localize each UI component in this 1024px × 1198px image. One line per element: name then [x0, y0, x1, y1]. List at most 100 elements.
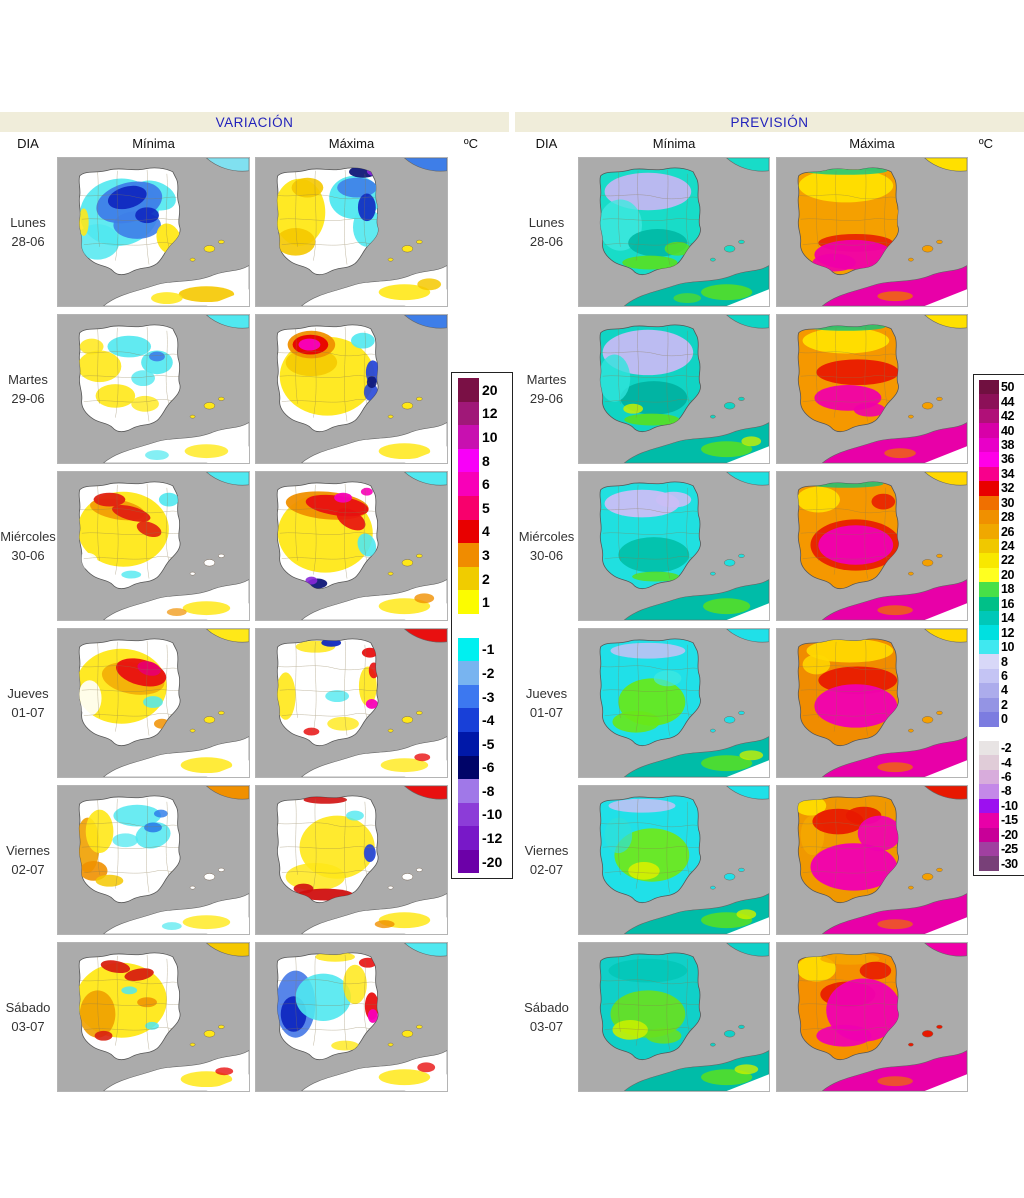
legend-entry: -6: [458, 755, 512, 780]
legend-entry: -3: [458, 684, 512, 709]
legend-entry: -25: [979, 842, 1024, 857]
legend-entry: 1: [458, 590, 512, 614]
day-name: Martes: [8, 372, 48, 387]
legend-swatch: [979, 654, 999, 669]
legend-entry: -8: [979, 784, 1024, 799]
legend-swatch: [979, 394, 999, 409]
legend-swatch: [458, 401, 479, 426]
legend-swatch: [979, 423, 999, 438]
legend-entry: 8: [458, 448, 512, 473]
legend-entry: 6: [979, 668, 1024, 684]
panel-title: VARIACIÓN: [215, 114, 294, 130]
legend-swatch: [458, 849, 479, 874]
legend-value: 12: [482, 405, 498, 422]
legend-value: 10: [482, 428, 498, 445]
rows-variacion: Lunes 28-06 Martes 29-06 Miércoles 30-06 Jueve…: [0, 157, 509, 1092]
legend-value: 44: [1001, 394, 1014, 409]
day-label: Martes 29-06: [515, 314, 578, 464]
legend-entry: 2: [458, 566, 512, 591]
legend-value: -4: [482, 712, 495, 729]
day-label: Martes 29-06: [0, 314, 56, 464]
legend-value: 6: [482, 476, 490, 493]
legend-swatch: [979, 380, 999, 395]
legend-entry: -20: [458, 849, 512, 874]
day-label: Sábado 03-07: [515, 942, 578, 1092]
legend-swatch: [979, 827, 999, 842]
map-variacion-max-0: [255, 157, 448, 307]
forecast-row-variacion-4: Viernes 02-07: [0, 785, 509, 935]
legend-value: -5: [482, 735, 495, 752]
legend-entry: -4: [458, 708, 512, 732]
legend-entry: -6: [979, 769, 1024, 785]
legend-swatch: [979, 596, 999, 611]
map-variacion-min-1: [57, 314, 250, 464]
day-date: 28-06: [11, 234, 45, 249]
col-header-minima: Mínima: [652, 136, 696, 151]
map-prevision-min-4: [578, 785, 770, 935]
legend-entry: 10: [979, 639, 1024, 655]
col-header-unit: ºC: [463, 136, 479, 151]
map-prevision-max-5: [776, 942, 968, 1092]
legend-swatch: [979, 437, 999, 453]
map-prevision-max-3: [776, 628, 968, 778]
day-label: Viernes 02-07: [0, 785, 56, 935]
legend-entry: 3: [458, 543, 512, 567]
map-prevision-min-0: [578, 157, 770, 307]
day-label: Viernes 02-07: [515, 785, 578, 935]
legend-value: 2: [482, 570, 490, 587]
legend-value: -8: [1001, 784, 1012, 799]
legend-entry: 14: [979, 611, 1024, 626]
forecast-row-prevision-4: Viernes 02-07: [515, 785, 1024, 935]
legend-value: 0: [1001, 712, 1008, 727]
map-variacion-min-3: [57, 628, 250, 778]
legend-swatch: [979, 712, 999, 727]
col-header-maxima: Máxima: [328, 136, 375, 151]
day-date: 29-06: [529, 391, 564, 406]
legend-swatch: [458, 378, 479, 402]
legend-entry: 44: [979, 394, 1024, 409]
panel-prevision: PREVISIÓN DIA Mínima Máxima ºC Lunes 28-0…: [515, 112, 1024, 1099]
legend-value: -20: [482, 853, 503, 870]
legend-entry: 4: [979, 683, 1024, 698]
legend-value: -15: [1001, 813, 1018, 828]
forecast-row-prevision-1: Martes 29-06: [515, 314, 1024, 464]
legend-entry: 26: [979, 524, 1024, 539]
legend-entry: 34: [979, 466, 1024, 482]
legend-value: 34: [1001, 466, 1014, 481]
legend-swatch: [458, 495, 479, 520]
map-prevision-max-4: [776, 785, 968, 935]
day-date: 03-07: [529, 1019, 564, 1034]
legend-entry: -30: [979, 856, 1024, 871]
legend-entry: 30: [979, 495, 1024, 510]
legend-value: 4: [482, 523, 490, 540]
legend-value: 30: [1001, 495, 1014, 510]
panel-title-bar: PREVISIÓN: [515, 112, 1024, 132]
legend-swatch: [979, 553, 999, 568]
legend-value: 8: [482, 452, 490, 469]
column-headers: DIA Mínima Máxima ºC: [0, 132, 509, 157]
rows-prevision: Lunes 28-06 Martes 29-06 Miércoles 30-06 Jueve…: [515, 157, 1024, 1092]
legend-value: 28: [1001, 510, 1014, 525]
day-label: Miércoles 30-06: [515, 471, 578, 621]
legend-entry: -5: [458, 731, 512, 756]
legend-swatch: [979, 481, 999, 496]
legend-value: -2: [482, 664, 495, 681]
legend-entry: 12: [979, 625, 1024, 640]
day-date: 03-07: [11, 1019, 45, 1034]
map-variacion-min-5: [57, 942, 250, 1092]
legend-swatch: [458, 661, 479, 685]
legend-value: -8: [482, 782, 495, 799]
legend-swatch: [458, 731, 479, 756]
legend-entry: 20: [458, 378, 512, 402]
day-label: Sábado 03-07: [0, 942, 56, 1092]
day-date: 30-06: [529, 548, 564, 563]
legend-entry: 5: [458, 495, 512, 520]
panel-title-bar: VARIACIÓN: [0, 112, 509, 132]
map-variacion-max-5: [255, 942, 448, 1092]
legend-swatch: [979, 798, 999, 814]
day-date: 30-06: [11, 548, 45, 563]
legend-value: -12: [482, 830, 503, 847]
legend-entry: 50: [979, 380, 1024, 395]
legend-value: -6: [482, 759, 495, 776]
panel-variacion: VARIACIÓN DIA Mínima Máxima ºC Lunes 28-0…: [0, 112, 509, 1099]
